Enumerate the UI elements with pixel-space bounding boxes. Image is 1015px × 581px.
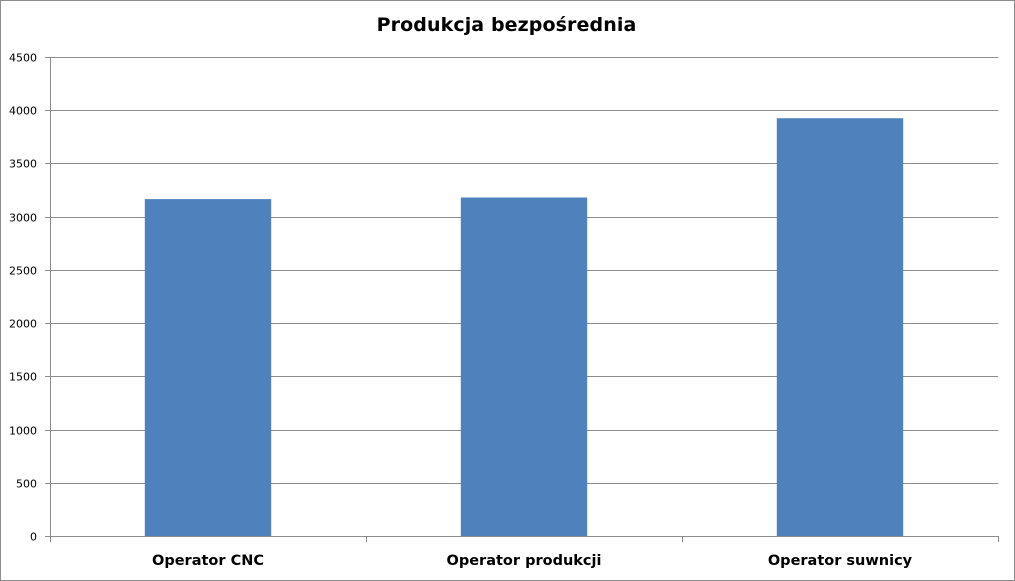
y-tick-label: 2000	[9, 318, 37, 331]
y-tick-label: 0	[30, 531, 37, 544]
y-tick-label: 4500	[9, 52, 37, 65]
category-label: Operator CNC	[152, 553, 264, 569]
y-tick-label: 4000	[9, 105, 37, 118]
bar	[776, 118, 904, 536]
y-tick-label: 500	[16, 478, 37, 491]
y-tick-label: 3000	[9, 212, 37, 225]
category-label: Operator suwnicy	[768, 553, 913, 569]
axes	[45, 57, 999, 542]
y-tick-label: 3500	[9, 158, 37, 171]
bars	[144, 118, 904, 536]
chart-title: Produkcja bezpośrednia	[376, 14, 637, 36]
y-tick-label: 2500	[9, 265, 37, 278]
bar	[460, 197, 588, 536]
bar	[144, 199, 272, 536]
category-label: Operator produkcji	[447, 553, 602, 569]
y-tick-label: 1000	[9, 425, 37, 438]
y-tick-label: 1500	[9, 371, 37, 384]
axis-labels: 0 500 1000 1500 2000 2500 3000 3500 4000 4500 Oper…	[9, 52, 913, 570]
